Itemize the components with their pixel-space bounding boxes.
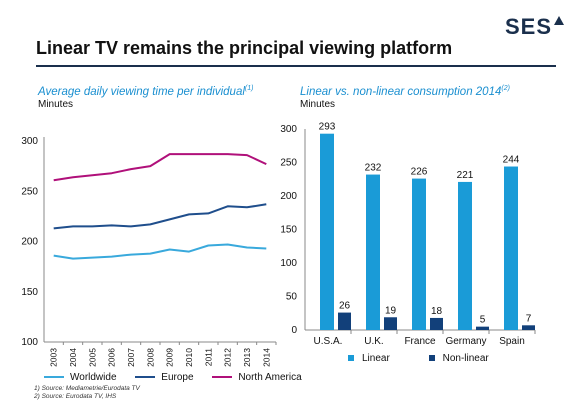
bar-data-label: 7 <box>526 313 532 324</box>
line-series-europe <box>53 203 267 230</box>
line-x-tick-label: 2006 <box>107 348 117 367</box>
bar-non-linear <box>522 325 535 330</box>
line-y-tick-label: 250 <box>21 186 38 197</box>
line-series-north-america <box>53 153 267 182</box>
bar-data-label: 226 <box>411 167 428 178</box>
footnotes: 1) Source: Mediametrie/Eurodata TV 2) So… <box>34 385 140 401</box>
logo-triangle-icon <box>554 16 564 25</box>
legend-item-linear: Linear <box>348 353 390 364</box>
line-x-tick-label: 2003 <box>49 348 59 367</box>
bar-y-tick-label: 0 <box>291 325 297 336</box>
bar-data-label: 293 <box>319 122 336 133</box>
bar-linear <box>458 181 472 330</box>
bar-data-label: 232 <box>365 163 382 174</box>
bar-category-label: U.S.A. <box>314 336 343 347</box>
footnote-1: 1) Source: Mediametrie/Eurodata TV <box>34 385 140 392</box>
line-x-tick-label: 2011 <box>203 348 213 367</box>
line-y-tick-label: 150 <box>21 287 38 298</box>
bar-non-linear <box>476 326 489 330</box>
line-y-tick-label: 100 <box>21 337 38 348</box>
line-x-tick-label: 2007 <box>126 348 136 367</box>
bar-data-label: 19 <box>385 305 397 316</box>
legend-swatch <box>348 355 354 362</box>
line-x-tick-label: 2010 <box>184 348 194 367</box>
bar-y-tick-label: 150 <box>280 225 297 236</box>
legend-item-europe: Europe <box>135 372 194 383</box>
line-x-tick-label: 2012 <box>223 348 233 367</box>
line-chart-title: Average daily viewing time per individua… <box>38 85 254 98</box>
bar-data-label: 26 <box>339 301 351 312</box>
legend-swatch <box>44 376 64 379</box>
bar-non-linear <box>338 312 351 330</box>
legend-swatch <box>428 355 435 362</box>
bar-y-tick-label: 50 <box>286 292 298 303</box>
bar-category-label: U.K. <box>364 336 383 347</box>
bar-data-label: 221 <box>457 170 474 181</box>
ses-logo: SES <box>505 14 564 40</box>
legend-item-non-linear: Non-linear <box>428 353 489 364</box>
bar-data-label: 5 <box>480 315 486 326</box>
bar-linear <box>412 178 426 330</box>
line-chart-unit: Minutes <box>38 99 74 110</box>
legend-item-worldwide: Worldwide <box>44 372 117 383</box>
line-x-tick-label: 2008 <box>145 348 155 367</box>
line-x-tick-label: 2005 <box>87 348 97 367</box>
line-x-tick-label: 2004 <box>68 348 78 367</box>
bar-y-tick-label: 100 <box>280 258 297 269</box>
bar-data-label: 244 <box>503 155 520 166</box>
line-x-tick-label: 2014 <box>261 348 271 367</box>
legend-swatch <box>135 376 156 379</box>
line-y-tick-label: 300 <box>21 136 38 147</box>
bar-chart-legend: Linear Non-linear <box>348 353 505 364</box>
bar-chart-unit: Minutes <box>300 99 336 110</box>
bar-chart-title: Linear vs. non-linear consumption 2014(2… <box>300 85 510 98</box>
slide-title: Linear TV remains the principal viewing … <box>36 38 453 58</box>
line-x-tick-label: 2013 <box>242 348 252 367</box>
line-y-tick-label: 200 <box>21 237 38 248</box>
footnote-2: 2) Source: Eurodata TV, IHS <box>34 393 117 400</box>
bar-data-label: 18 <box>431 306 443 317</box>
bar-category-label: France <box>404 336 436 347</box>
legend-swatch <box>212 376 233 379</box>
bar-y-tick-label: 250 <box>280 158 297 169</box>
line-series-worldwide <box>53 243 267 260</box>
bar-linear <box>366 174 380 330</box>
legend-item-north-america: North America <box>212 372 302 383</box>
bar-category-label: Germany <box>445 336 486 347</box>
bar-non-linear <box>384 317 397 330</box>
bar-y-tick-label: 300 <box>280 124 297 135</box>
bar-category-label: Spain <box>499 336 525 347</box>
title-divider <box>36 65 556 67</box>
bar-linear <box>504 166 518 330</box>
bar-non-linear <box>430 317 443 330</box>
line-x-tick-label: 2009 <box>165 348 175 367</box>
bar-y-tick-label: 200 <box>280 191 297 202</box>
bar-linear <box>320 133 334 330</box>
line-chart-legend: Worldwide Europe North America <box>44 372 318 383</box>
